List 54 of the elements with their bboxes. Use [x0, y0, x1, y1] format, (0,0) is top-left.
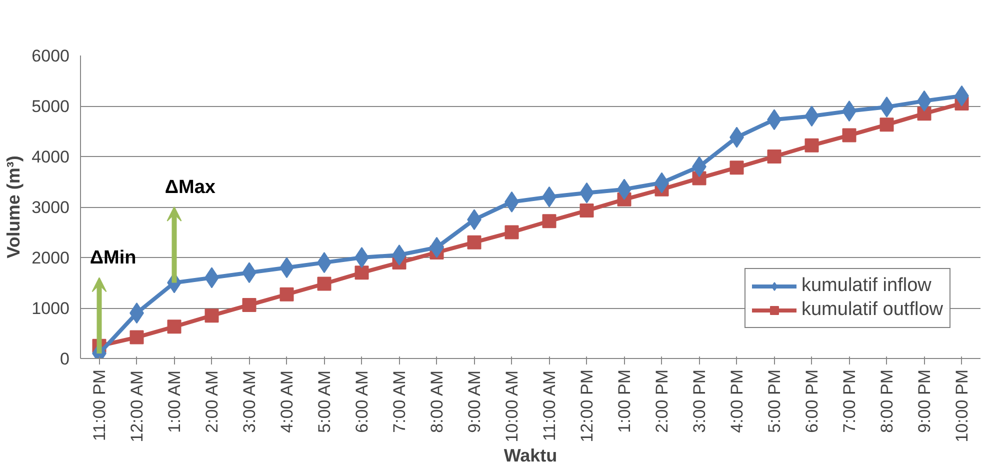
x-tick-label: 5:00 AM	[314, 370, 334, 433]
y-axis-title: Volume (m³)	[4, 156, 24, 258]
x-tick-label: 6:00 PM	[802, 370, 822, 433]
point	[917, 106, 932, 121]
point	[880, 118, 894, 132]
x-tick-label: 7:00 AM	[390, 370, 409, 433]
point	[317, 276, 332, 291]
point	[130, 330, 144, 344]
x-tick-label: 3:00 PM	[690, 370, 709, 433]
point	[730, 160, 744, 175]
point	[542, 214, 556, 228]
y-tick-label: 1000	[32, 299, 70, 318]
y-tick-label: 2000	[32, 248, 70, 268]
x-tick-label: 9:00 PM	[914, 370, 934, 433]
x-tick-label: 9:00 AM	[464, 370, 484, 433]
x-tick-label: 10:00 AM	[502, 370, 522, 442]
y-tick-label: 3000	[32, 198, 70, 217]
x-tick-label: 11:00 AM	[540, 370, 559, 442]
x-tick-label: 8:00 PM	[877, 370, 896, 433]
y-tick-label: 4000	[32, 148, 70, 166]
x-tick-label: 10:00 PM	[952, 370, 972, 442]
x-tick-label: 1:00 PM	[614, 370, 634, 433]
y-tick-label: 5000	[32, 97, 70, 116]
x-tick-label: 4:00 AM	[277, 370, 296, 433]
point	[167, 320, 182, 334]
legend-label: kumulatif inflow	[801, 275, 932, 297]
point	[280, 287, 294, 302]
annotation: ΔMin	[90, 248, 136, 269]
point	[242, 298, 256, 312]
x-tick-label: 11:00 PM	[90, 369, 109, 442]
legend-label: kumulatif outflow	[801, 299, 943, 321]
x-tick-label: 2:00 PM	[652, 370, 672, 433]
x-tick-label: 2:00 AM	[202, 370, 222, 433]
point	[767, 150, 782, 164]
x-tick-label: 7:00 PM	[840, 370, 859, 433]
x-tick-label: 4:00 PM	[727, 370, 746, 433]
x-tick-label: 5:00 PM	[764, 370, 784, 433]
point	[804, 138, 819, 152]
x-tick-label: 8:00 AM	[427, 370, 446, 433]
point	[204, 308, 219, 323]
y-tick-label: 6000	[32, 46, 70, 66]
y-tick-label: 0	[60, 350, 70, 368]
x-axis-title: Waktu	[504, 445, 558, 466]
x-tick-label: 3:00 AM	[240, 370, 259, 433]
point	[504, 225, 519, 240]
x-tick-label: 1:00 AM	[164, 370, 184, 433]
point	[354, 266, 369, 280]
x-tick-label: 12:00 AM	[127, 370, 146, 442]
point	[580, 204, 594, 218]
annotation: ΔMax	[164, 176, 216, 198]
point	[842, 128, 856, 142]
x-tick-label: 6:00 AM	[352, 370, 372, 433]
x-tick-label: 12:00 PM	[577, 370, 596, 442]
point	[467, 235, 482, 250]
